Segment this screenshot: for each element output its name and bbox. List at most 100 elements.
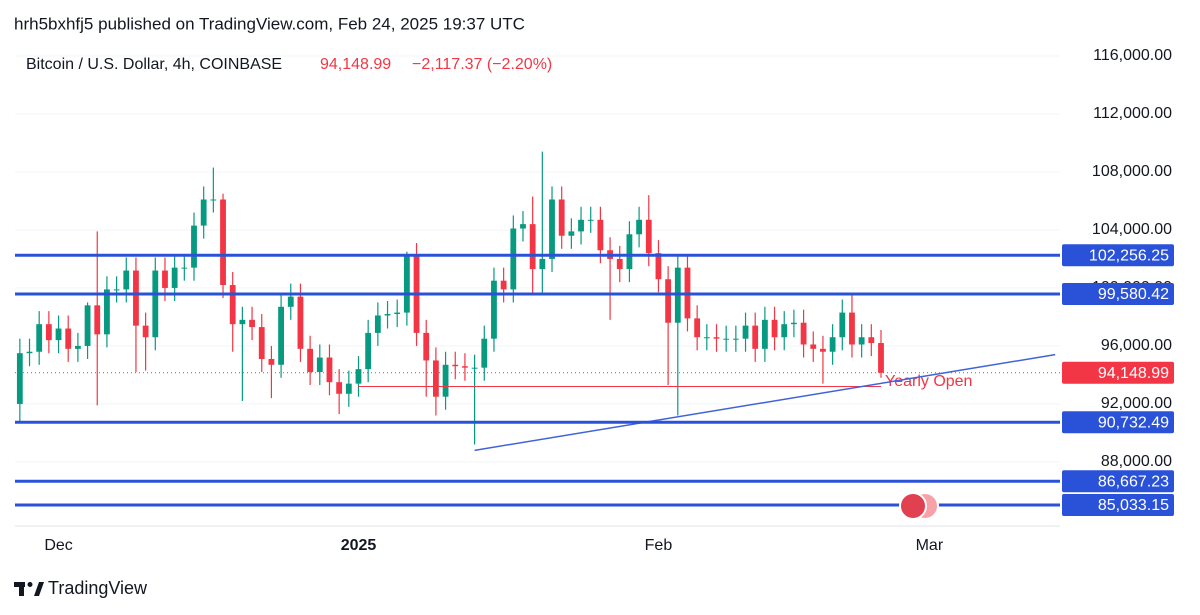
candle-body [500, 280, 507, 290]
candle-body [694, 318, 701, 338]
candle-body [597, 219, 604, 251]
candle-body [133, 270, 139, 326]
candle-body [558, 199, 565, 236]
candle-body [529, 224, 536, 270]
candle-body [549, 199, 555, 259]
event-flag [899, 492, 927, 520]
logo [14, 582, 44, 596]
candle-body [394, 312, 401, 315]
candle-body [452, 364, 459, 367]
level-label: 90,732.49 [1098, 415, 1169, 432]
candle-body [374, 315, 381, 333]
level-tag [1062, 283, 1174, 306]
price-label: 94,148.99 [1098, 365, 1169, 382]
candle-body [723, 338, 730, 340]
candle-body [829, 337, 836, 352]
level-label: 99,580.42 [1098, 286, 1169, 303]
price-tag [1062, 361, 1174, 384]
x-tick-label: 2025 [341, 537, 377, 554]
candle-body [791, 322, 797, 325]
level-tag [1062, 411, 1174, 434]
candle-body [578, 219, 584, 232]
candle-body [152, 270, 159, 338]
candle-body [16, 353, 23, 404]
x-tick-label: Mar [916, 537, 944, 554]
y-tick-label: 104,000.00 [1092, 221, 1172, 238]
candle-body [200, 199, 207, 226]
y-tick-label: 88,000.00 [1101, 453, 1172, 470]
candle-body [752, 325, 759, 349]
candle-body [26, 351, 33, 354]
candle-body [491, 280, 497, 339]
candle-body [220, 199, 226, 286]
published-line: hrh5bxhfj5 published on TradingView.com,… [14, 14, 525, 33]
yearly-open-label: Yearly Open [885, 373, 972, 390]
event-icon [899, 492, 939, 520]
last-price: 94,148.99 [320, 56, 391, 73]
level-label: 86,667.23 [1098, 473, 1169, 490]
candle-body [732, 338, 739, 340]
candle-body [665, 279, 672, 323]
y-tick-label: 108,000.00 [1092, 163, 1172, 180]
candle-body [355, 369, 362, 384]
y-tick-label: 112,000.00 [1093, 105, 1172, 122]
candle-body [626, 234, 633, 270]
candle-body [878, 343, 884, 373]
candle-body [713, 337, 720, 339]
level-tag [1062, 244, 1174, 267]
candle-body [171, 267, 178, 288]
y-tick-label: 116,000.00 [1093, 47, 1172, 64]
candle-body [365, 332, 372, 370]
trendline [474, 353, 1056, 452]
candle-body [239, 319, 246, 325]
level-label: 102,256.25 [1089, 247, 1169, 264]
symbol: Bitcoin / U.S. Dollar, 4h, COINBASE [26, 56, 282, 73]
candle-body [268, 358, 275, 365]
candle-body [142, 325, 149, 338]
candle-body [181, 267, 188, 269]
candle-body [94, 305, 101, 335]
candle-body [384, 314, 391, 316]
candle-body [297, 296, 304, 349]
level-tag [1062, 493, 1174, 516]
candle-body [442, 364, 449, 397]
candle-body [839, 312, 846, 338]
candle-body [849, 312, 855, 345]
candle-body [45, 324, 52, 341]
candle-body [645, 219, 652, 254]
candle-body [36, 324, 43, 352]
candle-body [858, 337, 865, 345]
candle-body [703, 337, 710, 339]
candle-body [539, 258, 546, 270]
candle-body [403, 256, 410, 313]
brand: TradingView [48, 578, 148, 598]
candle-body [781, 324, 788, 338]
candle-body [336, 382, 343, 394]
level-tag [1062, 470, 1174, 493]
candle-body [258, 327, 265, 359]
level-label: 85,033.15 [1098, 497, 1169, 514]
candle-body [287, 296, 294, 307]
candle-body [587, 219, 594, 221]
candle-body [742, 325, 749, 339]
candle-body [104, 289, 110, 335]
candle-body [345, 383, 352, 394]
candle-body [191, 225, 197, 268]
candle-body [471, 367, 478, 369]
candle-body [433, 360, 439, 397]
y-tick-label: 96,000.00 [1101, 337, 1172, 354]
x-tick-label: Dec [44, 537, 72, 554]
candle-body [162, 270, 168, 288]
candle-body [810, 344, 817, 349]
candle-body [868, 337, 875, 344]
candle-body [820, 348, 826, 352]
price-change: −2,117.37 (−2.20%) [412, 56, 552, 73]
candle-body [616, 258, 623, 270]
candle-body [326, 357, 333, 383]
candle-body [423, 332, 430, 361]
candle-body [520, 224, 526, 229]
candle-body [655, 253, 662, 280]
candle-body [316, 357, 323, 373]
candle-body [568, 231, 575, 236]
